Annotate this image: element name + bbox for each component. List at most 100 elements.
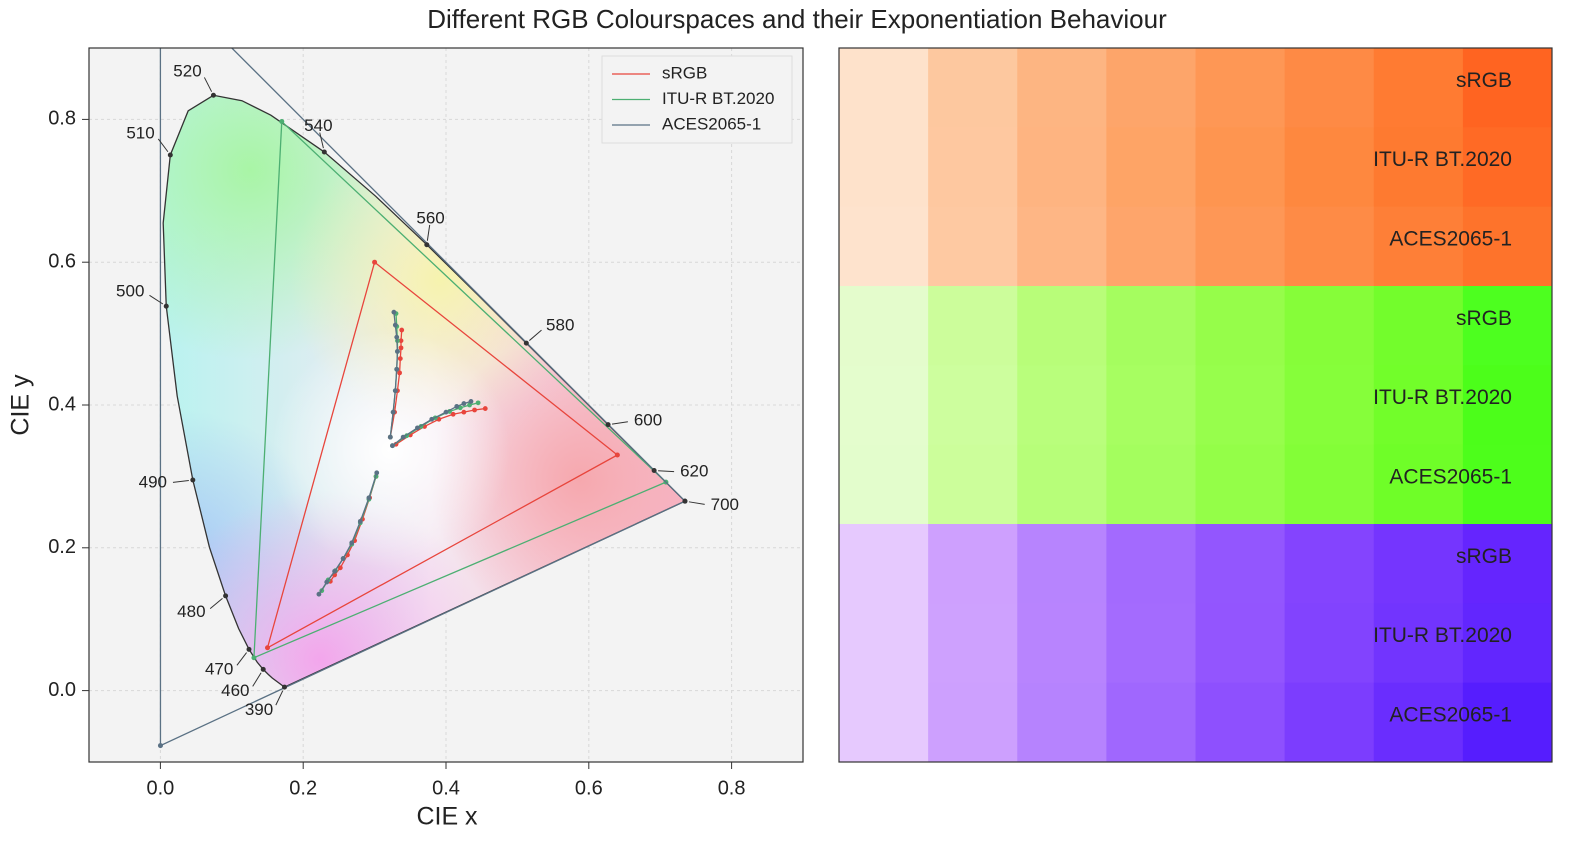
axes: 0.0 0.2 0.4 0.6 0.8 0.0 0.2 0.4 0.6 0.8 xyxy=(48,108,745,800)
primary-point xyxy=(372,259,378,265)
curve-point xyxy=(374,470,380,476)
wavelength-point xyxy=(163,303,169,309)
swatch-frame xyxy=(838,47,1553,763)
gamut-triangle xyxy=(159,48,687,747)
wavelength-leader xyxy=(688,501,705,505)
curve-point xyxy=(337,565,343,571)
swatch xyxy=(1373,365,1464,446)
curve-point xyxy=(394,366,400,372)
wavelength-point xyxy=(281,684,287,690)
wavelength-point xyxy=(223,593,229,599)
swatch xyxy=(1284,365,1375,446)
curve-point xyxy=(397,370,402,376)
wavelength-point xyxy=(682,498,688,504)
swatch xyxy=(839,682,929,763)
swatch xyxy=(1462,444,1553,525)
primary-point xyxy=(251,655,257,661)
wavelength-label: 390 xyxy=(245,700,273,719)
curve-point xyxy=(394,334,400,340)
swatch xyxy=(928,286,1018,366)
swatch xyxy=(1373,603,1464,684)
swatch xyxy=(1017,603,1107,684)
primary-point xyxy=(279,119,285,125)
curve-point xyxy=(366,495,372,501)
swatch xyxy=(1462,206,1553,287)
wavelength-leader xyxy=(658,470,675,473)
curve-point xyxy=(392,322,398,328)
curve-point xyxy=(429,416,435,422)
swatch xyxy=(1017,365,1107,446)
swatch xyxy=(1195,603,1286,684)
swatch xyxy=(1195,286,1286,366)
swatch xyxy=(1017,682,1107,763)
curve-point xyxy=(468,399,474,404)
x-tick-label: 0.6 xyxy=(575,777,603,799)
swatch xyxy=(1106,682,1196,763)
swatch-label: ACES2065-1 xyxy=(1389,228,1512,251)
primary-point xyxy=(614,452,620,458)
swatch-label: ITU-R BT.2020 xyxy=(1373,624,1512,647)
wavelength-leader xyxy=(252,672,262,687)
x-tick-label: 0.2 xyxy=(289,777,317,799)
swatch xyxy=(839,206,929,287)
wavelength-label: 600 xyxy=(634,410,662,429)
swatch xyxy=(1373,286,1464,366)
wavelength-point xyxy=(260,666,266,672)
gamut-triangle xyxy=(253,120,668,659)
curve-point xyxy=(390,443,395,449)
swatch xyxy=(1106,127,1196,208)
wavelength-label: 520 xyxy=(173,62,201,81)
y-tick-label: 0.2 xyxy=(48,536,76,558)
wavelength-label: 540 xyxy=(304,116,332,135)
swatch xyxy=(1284,206,1375,287)
swatch-label: ACES2065-1 xyxy=(1389,466,1512,489)
swatch xyxy=(1195,127,1286,208)
legend-label: ACES2065-1 xyxy=(662,114,761,133)
wavelength-leader xyxy=(157,138,169,153)
wavelength-label: 580 xyxy=(546,316,574,335)
y-tick-label: 0.0 xyxy=(48,679,76,701)
swatch xyxy=(1017,286,1107,366)
curve-point xyxy=(475,400,481,406)
x-tick-label: 0.0 xyxy=(146,777,174,799)
swatch xyxy=(1017,444,1107,525)
wavelength-label: 620 xyxy=(680,462,708,481)
wavelength-point xyxy=(523,340,529,346)
wavelength-point xyxy=(190,477,196,483)
wavelength-leader xyxy=(426,224,431,241)
swatch xyxy=(1284,286,1375,366)
swatch xyxy=(928,603,1018,684)
y-tick-label: 0.4 xyxy=(48,393,76,415)
legend-label: sRGB xyxy=(662,63,707,82)
curve-point xyxy=(324,579,330,585)
swatch xyxy=(928,682,1018,763)
swatch xyxy=(1106,444,1196,525)
swatch xyxy=(1195,444,1286,525)
swatch xyxy=(1106,206,1196,287)
swatch xyxy=(1195,206,1286,287)
swatch xyxy=(1373,127,1464,208)
swatch xyxy=(1462,682,1553,763)
swatch xyxy=(1017,48,1107,128)
wavelength-leader xyxy=(275,690,284,706)
swatch xyxy=(1373,444,1464,525)
swatch xyxy=(839,127,929,208)
curve-point xyxy=(443,409,449,415)
swatch xyxy=(1284,127,1375,208)
primary-point xyxy=(157,743,163,749)
swatch-panel: sRGB ITU-R BT.2020 ACES2065-1 sRGB ITU-R BT.… xyxy=(839,48,1553,763)
swatch xyxy=(1284,444,1375,525)
wavelength-leader xyxy=(611,421,628,425)
wavelength-point xyxy=(167,152,173,158)
swatch xyxy=(1106,603,1196,684)
curve-point xyxy=(472,407,477,413)
figure-title: Different RGB Colourspaces and their Exp… xyxy=(427,4,1167,34)
x-tick-label: 0.8 xyxy=(718,777,746,799)
wavelength-leader xyxy=(319,132,324,149)
swatch xyxy=(1373,48,1464,128)
wavelength-leader xyxy=(236,652,247,666)
wavelength-leader xyxy=(172,479,189,483)
swatch-label: sRGB xyxy=(1456,545,1512,568)
primary-point xyxy=(265,645,270,651)
wavelength-leader xyxy=(203,77,213,92)
